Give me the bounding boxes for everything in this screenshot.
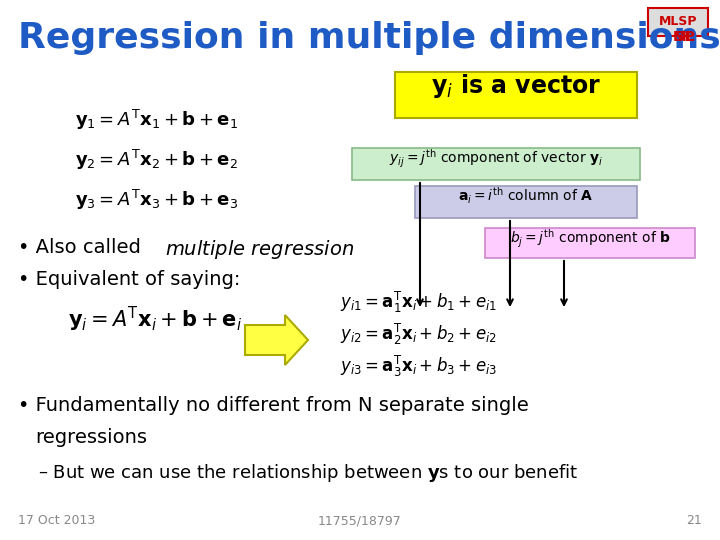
Text: Regression in multiple dimensions: Regression in multiple dimensions (18, 21, 720, 55)
Text: • Equivalent of saying:: • Equivalent of saying: (18, 270, 240, 289)
Text: $\it{multiple\ regression}$: $\it{multiple\ regression}$ (165, 238, 354, 261)
FancyBboxPatch shape (415, 186, 637, 218)
Text: 21: 21 (686, 514, 702, 527)
Text: • Also called: • Also called (18, 238, 147, 257)
FancyBboxPatch shape (352, 148, 640, 180)
Text: $y_{ij} = j^\mathrm{th}$ component of vector $\mathbf{y}_i$: $y_{ij} = j^\mathrm{th}$ component of ve… (389, 148, 603, 170)
Text: $\mathbf{y}_1 = A^\mathrm{T}\mathbf{x}_1 + \mathbf{b} + \mathbf{e}_1$: $\mathbf{y}_1 = A^\mathrm{T}\mathbf{x}_1… (75, 108, 238, 132)
Text: $b_j = j^\mathrm{th}$ component of $\mathbf{b}$: $b_j = j^\mathrm{th}$ component of $\mat… (510, 228, 670, 250)
Text: $\mathbf{a}_i = i^\mathrm{th}$ column of $\mathbf{A}$: $\mathbf{a}_i = i^\mathrm{th}$ column of… (459, 186, 593, 206)
FancyBboxPatch shape (648, 8, 708, 36)
Text: 17 Oct 2013: 17 Oct 2013 (18, 514, 95, 527)
Text: SP: SP (660, 30, 695, 44)
Text: $\mathbf{y}_3 = A^\mathrm{T}\mathbf{x}_3 + \mathbf{b} + \mathbf{e}_3$: $\mathbf{y}_3 = A^\mathrm{T}\mathbf{x}_3… (75, 188, 238, 212)
Text: • Fundamentally no different from N separate single: • Fundamentally no different from N sepa… (18, 396, 528, 415)
Text: 11755/18797: 11755/18797 (318, 514, 402, 527)
Text: $\mathbf{y}_i = A^\mathrm{T}\mathbf{x}_i + \mathbf{b} + \mathbf{e}_i$: $\mathbf{y}_i = A^\mathrm{T}\mathbf{x}_i… (68, 305, 243, 334)
FancyBboxPatch shape (395, 72, 637, 118)
Text: $\mathbf{y}_2 = A^\mathrm{T}\mathbf{x}_2 + \mathbf{b} + \mathbf{e}_2$: $\mathbf{y}_2 = A^\mathrm{T}\mathbf{x}_2… (75, 148, 238, 172)
FancyBboxPatch shape (485, 228, 695, 258)
Polygon shape (245, 315, 308, 365)
Text: – But we can use the relationship between $\mathbf{y}$s to our benefit: – But we can use the relationship betwee… (38, 462, 578, 484)
Text: regressions: regressions (35, 428, 147, 447)
Text: ML: ML (672, 30, 695, 44)
Text: $y_{i1} = \mathbf{a}_1^\mathrm{T}\mathbf{x}_i + b_1 + e_{i1}$: $y_{i1} = \mathbf{a}_1^\mathrm{T}\mathbf… (340, 290, 497, 315)
Text: $\mathbf{y}_i$ is a vector: $\mathbf{y}_i$ is a vector (431, 72, 601, 100)
Text: $y_{i3} = \mathbf{a}_3^\mathrm{T}\mathbf{x}_i + b_3 + e_{i3}$: $y_{i3} = \mathbf{a}_3^\mathrm{T}\mathbf… (340, 354, 497, 379)
Text: MLSP: MLSP (659, 15, 697, 28)
Text: $y_{i2} = \mathbf{a}_2^\mathrm{T}\mathbf{x}_i + b_2 + e_{i2}$: $y_{i2} = \mathbf{a}_2^\mathrm{T}\mathbf… (340, 322, 497, 347)
